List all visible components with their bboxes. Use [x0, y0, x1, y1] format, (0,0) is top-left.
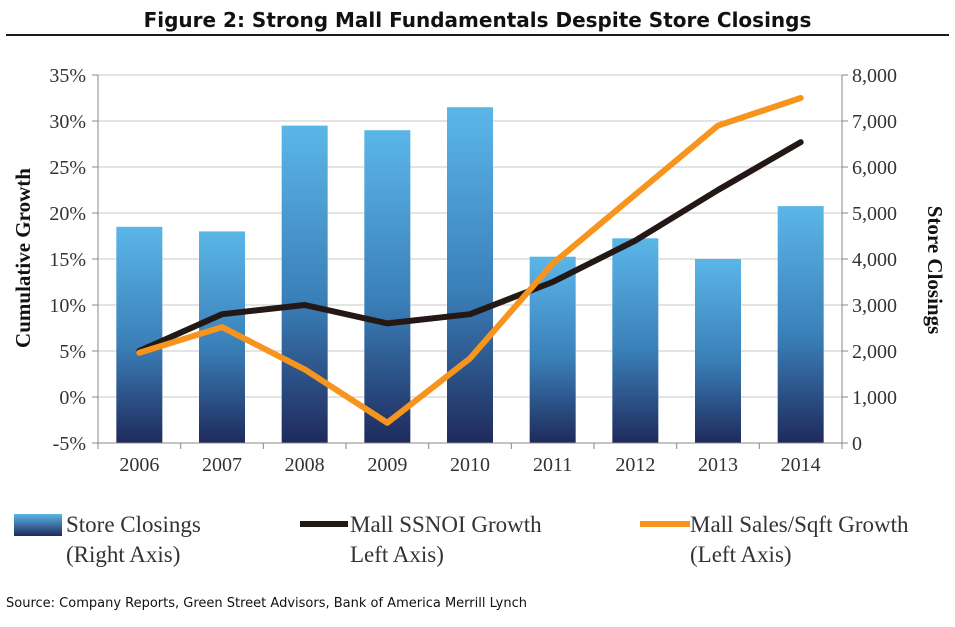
- x-tick-label-2013: 2013: [698, 454, 738, 476]
- y-left-tick-label: 0%: [59, 387, 86, 409]
- tick-labels: -5% 0 0% 1,000 5% 2,000 10% 3,000 15% 4,000 20% 5,0…: [49, 65, 897, 476]
- y-left-tick-label: -5%: [53, 433, 86, 455]
- y-right-tick-label: 8,000: [852, 65, 897, 87]
- x-tick-label-2012: 2012: [615, 454, 655, 476]
- line-mall-ssnoi-growth: [136, 139, 804, 354]
- y-right-tick-label: 2,000: [852, 341, 897, 363]
- bar-store-closings-2008: [281, 125, 328, 443]
- x-tick-label-2007: 2007: [202, 454, 242, 476]
- axes: [92, 74, 848, 449]
- legend-label-line1: Mall SSNOI Growth: [350, 512, 542, 537]
- x-tick-label-2008: 2008: [285, 454, 325, 476]
- legend-item-sales-sqft: Mall Sales/Sqft Growth (Left Axis): [640, 510, 950, 574]
- bar-store-closings-2006: [116, 226, 163, 443]
- y-right-tick-label: 4,000: [852, 249, 897, 271]
- y-right-tick-label: 1,000: [852, 387, 897, 409]
- y-axis-right-title: Store Closings: [923, 206, 947, 335]
- legend-swatch-black-line: [300, 521, 348, 527]
- source-note: Source: Company Reports, Green Street Ad…: [6, 596, 527, 611]
- bar-store-closings-2009: [364, 130, 411, 443]
- y-axis-left-title: Cumulative Growth: [11, 168, 35, 348]
- legend-swatch-orange-line: [640, 521, 690, 527]
- bar-store-closings-2014: [777, 206, 824, 443]
- legend-swatch-bar: [14, 514, 62, 536]
- y-right-tick-label: 0: [852, 433, 862, 455]
- legend-label-line2: (Right Axis): [66, 542, 181, 567]
- y-left-tick-label: 25%: [49, 157, 86, 179]
- chart-title: Figure 2: Strong Mall Fundamentals Despi…: [6, 6, 949, 36]
- legend-label-line2: Left Axis): [350, 542, 444, 567]
- bar-store-closings-2012: [612, 238, 659, 443]
- y-left-tick-label: 35%: [49, 65, 86, 87]
- y-left-tick-label: 5%: [59, 341, 86, 363]
- x-tick-label-2009: 2009: [367, 454, 407, 476]
- x-tick-label-2010: 2010: [450, 454, 490, 476]
- y-right-tick-label: 7,000: [852, 111, 897, 133]
- x-tick-label-2011: 2011: [533, 454, 572, 476]
- bar-store-closings-2010: [447, 107, 493, 443]
- y-right-tick-label: 6,000: [852, 157, 897, 179]
- legend-item-store-closings: Store Closings (Right Axis): [14, 510, 244, 574]
- y-right-tick-label: 3,000: [852, 295, 897, 317]
- legend-item-ssnoi: Mall SSNOI Growth Left Axis): [300, 510, 590, 574]
- y-right-tick-label: 5,000: [852, 203, 897, 225]
- legend-label-line1: Store Closings: [66, 512, 201, 537]
- y-left-tick-label: 30%: [49, 111, 86, 133]
- bar-store-closings-2013: [695, 259, 741, 443]
- y-left-tick-label: 10%: [49, 295, 86, 317]
- x-tick-label-2014: 2014: [781, 454, 821, 476]
- bar-series: [116, 107, 824, 443]
- line-series: [136, 95, 804, 426]
- line-mall-sales-sqft-growth: [136, 95, 804, 426]
- y-left-tick-label: 20%: [49, 203, 86, 225]
- x-tick-label-2006: 2006: [119, 454, 159, 476]
- y-left-tick-label: 15%: [49, 249, 86, 271]
- legend-label-line1: Mall Sales/Sqft Growth: [690, 512, 909, 537]
- legend-label-line2: (Left Axis): [690, 542, 792, 567]
